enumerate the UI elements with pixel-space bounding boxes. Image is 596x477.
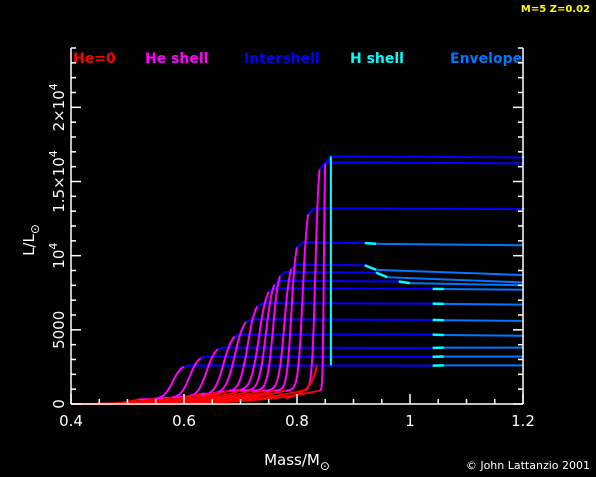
series-0-intershell-line [183,364,433,368]
legend-item-3: H shell [350,51,404,67]
series-9-envelope-line [376,268,524,276]
y-tick-label-text: 2×10 [50,90,68,131]
series-1-intershell-line [200,355,433,359]
series-6-envelope-line [443,288,524,291]
x-axis-label: Mass/M⊙ [264,451,330,473]
legend-item-1: He shell [145,51,208,67]
y-tick-label: 104 [47,243,68,269]
x-tick-label: 1 [405,412,415,430]
series-6-intershell-line [268,287,433,293]
y-tick-label-text: 0 [50,399,68,409]
y-tick-label: 1.5×104 [47,150,68,213]
series-9-h-shell-line [364,264,377,271]
legend-item-4: Envelope [450,51,522,67]
x-tick-label: 1.2 [511,412,535,430]
y-tick-label: 0 [50,399,68,409]
series-9-intershell-line [290,263,365,270]
y-tick-label-text: 10 [50,250,68,269]
series-13-he-shell-line [319,163,327,392]
legend-item-2: Intershell [244,51,320,67]
series-3-envelope-line [443,334,524,337]
copyright-credit: © John Lattanzio 2001 [466,459,590,472]
series-9-he-shell-line [263,268,293,392]
series-5-envelope-line [443,302,524,306]
series-7-h-shell-line [398,280,411,285]
series-10-intershell-line [296,241,365,248]
x-tick-label: 0.8 [285,412,309,430]
y-tick-label-text: 5000 [50,311,68,349]
legend-item-0: He=0 [73,51,116,67]
series-8-he-shell-line [251,275,282,392]
series-7-he-shell-line [240,284,276,392]
series-2-intershell-line [217,346,433,351]
y-tick-label-text: 1.5×10 [50,157,68,213]
y-tick-label-exponent: 4 [47,83,60,90]
series-6-he-shell-line [229,291,270,392]
y-axis-label: L/L⊙ [20,224,42,256]
series-10-h-shell-line [364,241,377,246]
series-8-intershell-line [279,270,377,277]
series-10-he-shell-line [274,247,298,392]
series-11-he-shell-line [285,213,310,392]
he0-core-rise-line [285,365,318,400]
x-tick-label: 0.4 [59,412,83,430]
model-params-label: M=5 Z=0.02 [521,4,590,15]
series-7-intershell-line [273,279,399,286]
series-1-he-shell-line [155,357,202,400]
series-0-he-shell-line [138,365,185,401]
series-5-intershell-line [256,302,433,308]
legend: He=0 He shell Intershell H shell Envelope [73,51,522,67]
series-7-envelope-line [409,282,524,287]
y-tick-label-exponent: 4 [47,150,60,157]
series-11-intershell-line [307,207,524,215]
y-tick-label-exponent: 4 [47,243,60,250]
series-8-h-shell-line [375,271,388,279]
y-tick-label: 2×104 [47,83,68,131]
series-4-envelope-line [443,319,524,322]
x-tick-label: 0.6 [172,412,196,430]
y-tick-label: 5000 [50,311,68,349]
series-10-envelope-line [376,242,524,247]
series-8-envelope-line [387,276,524,284]
